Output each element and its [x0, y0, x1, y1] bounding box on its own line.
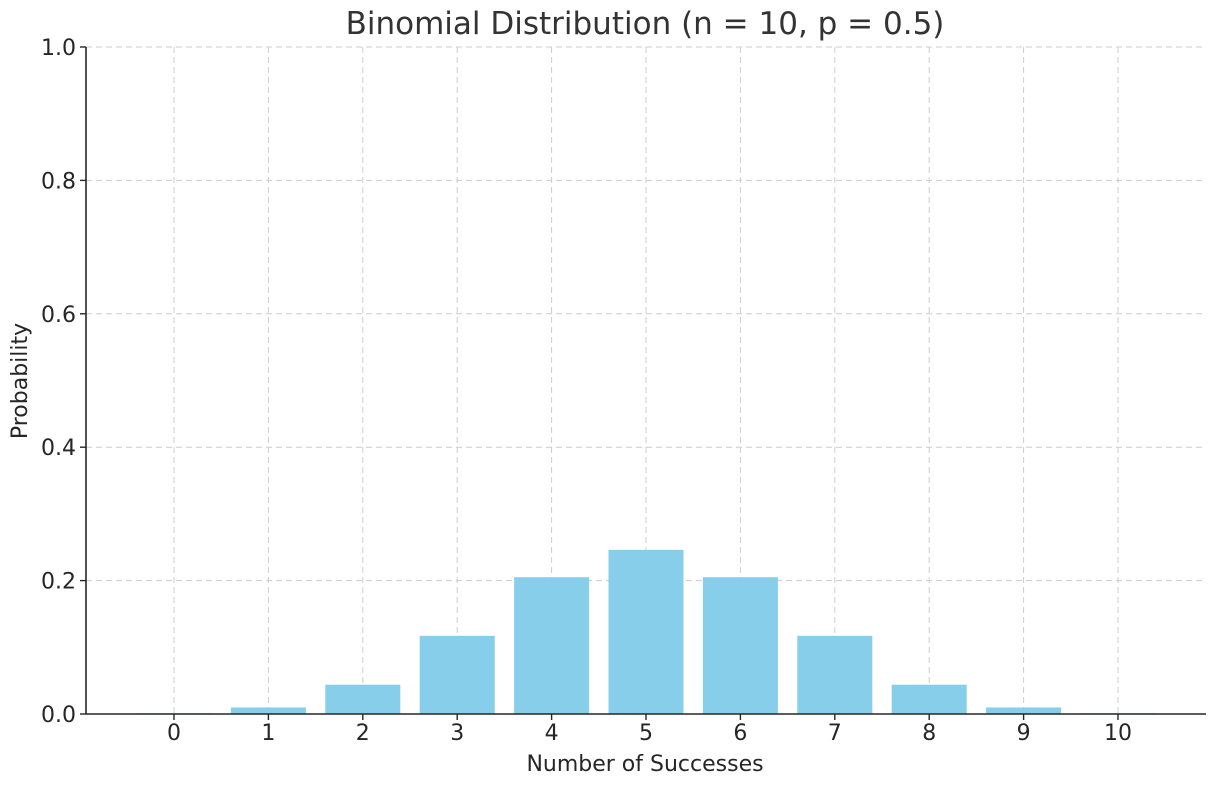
bar-5 — [608, 549, 684, 714]
bar-3 — [419, 635, 495, 714]
bar-8 — [891, 684, 967, 714]
chart-title: Binomial Distribution (n = 10, p = 0.5) — [346, 6, 945, 42]
x-tick-label: 9 — [1017, 721, 1031, 746]
bar-2 — [325, 684, 401, 714]
x-tick-label: 10 — [1104, 721, 1132, 746]
y-tick-label: 0.2 — [41, 570, 76, 595]
y-tick-label: 0.8 — [41, 169, 76, 194]
bars — [136, 549, 1156, 714]
x-axis-label: Number of Successes — [526, 752, 763, 777]
y-ticks: 0.0 0.2 0.4 0.6 0.8 1.0 — [41, 36, 86, 728]
x-tick-label: 8 — [922, 721, 936, 746]
bar-7 — [797, 635, 873, 714]
y-tick-label: 1.0 — [41, 36, 76, 61]
y-axis-label: Probability — [8, 323, 33, 439]
x-tick-label: 3 — [450, 721, 464, 746]
y-tick-label: 0.0 — [41, 703, 76, 728]
x-tick-label: 5 — [639, 721, 653, 746]
y-tick-label: 0.4 — [41, 436, 76, 461]
x-tick-label: 7 — [828, 721, 842, 746]
x-ticks: 0 1 2 3 4 5 6 7 8 9 10 — [167, 714, 1132, 746]
bar-6 — [702, 577, 778, 714]
x-tick-label: 2 — [356, 721, 370, 746]
x-tick-label: 1 — [261, 721, 275, 746]
x-tick-label: 6 — [733, 721, 747, 746]
bar-4 — [514, 577, 590, 714]
bar-1 — [230, 707, 306, 714]
y-tick-label: 0.6 — [41, 303, 76, 328]
x-tick-label: 0 — [167, 721, 181, 746]
bar-9 — [986, 707, 1062, 714]
x-tick-label: 4 — [545, 721, 559, 746]
